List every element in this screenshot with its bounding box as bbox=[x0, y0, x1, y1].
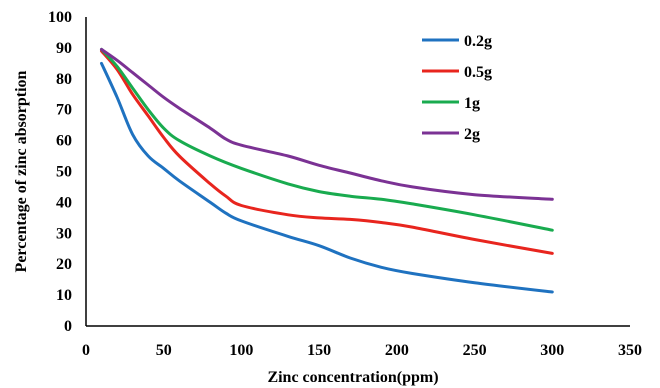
y-tick-label: 20 bbox=[56, 256, 72, 273]
x-tick-labels: 0 50 100 150 200 250 300 350 bbox=[82, 342, 642, 359]
y-axis-title: Percentage of zinc absorption bbox=[13, 70, 30, 272]
y-tick-label: 90 bbox=[56, 40, 72, 57]
x-tick-label: 200 bbox=[385, 342, 409, 359]
x-tick-label: 250 bbox=[463, 342, 487, 359]
legend-label: 0.2g bbox=[464, 33, 492, 50]
y-tick-labels: 0 10 20 30 40 50 60 70 80 90 100 bbox=[48, 9, 72, 335]
y-tick-label: 80 bbox=[56, 71, 72, 88]
series-lines bbox=[100, 47, 554, 294]
x-tick-label: 100 bbox=[229, 342, 253, 359]
legend-label: 0.5g bbox=[464, 64, 492, 81]
x-tick-label: 150 bbox=[307, 342, 331, 359]
axes bbox=[85, 17, 630, 327]
x-tick-label: 0 bbox=[82, 342, 90, 359]
series-line-1g bbox=[100, 47, 554, 232]
y-tick-label: 60 bbox=[56, 133, 72, 150]
x-tick-label: 350 bbox=[618, 342, 642, 359]
y-tick-label: 100 bbox=[48, 9, 72, 26]
y-tick-label: 70 bbox=[56, 102, 72, 119]
legend-label: 1g bbox=[464, 95, 480, 112]
legend: 0.2g 0.5g 1g 2g bbox=[422, 33, 492, 143]
y-tick-label: 50 bbox=[56, 164, 72, 181]
y-tick-label: 40 bbox=[56, 194, 72, 211]
y-tick-label: 0 bbox=[64, 318, 72, 335]
x-tick-label: 300 bbox=[540, 342, 564, 359]
series-line-2g bbox=[100, 47, 554, 201]
x-tick-label: 50 bbox=[156, 342, 172, 359]
series-line-0.5g bbox=[100, 49, 554, 255]
x-axis-title: Zinc concentration(ppm) bbox=[267, 369, 438, 386]
series-line-0.2g bbox=[100, 61, 554, 294]
legend-label: 2g bbox=[464, 126, 480, 143]
y-tick-label: 30 bbox=[56, 225, 72, 242]
y-tick-label: 10 bbox=[56, 287, 72, 304]
